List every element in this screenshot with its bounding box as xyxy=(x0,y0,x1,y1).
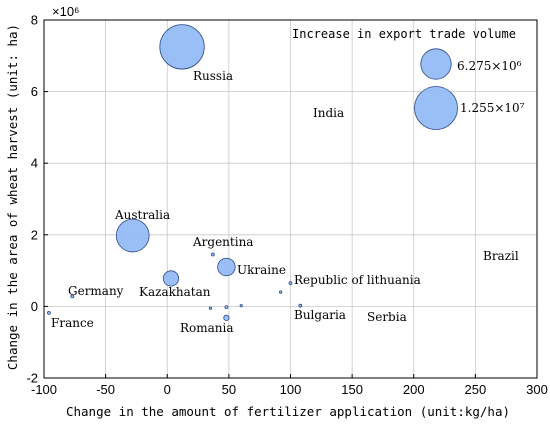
bubble-unlabeled xyxy=(239,304,243,308)
point-label-bulgaria: Bulgaria xyxy=(294,308,346,322)
y-tick-label: 0 xyxy=(31,299,38,314)
x-tick-label: 100 xyxy=(280,382,302,397)
axes: -100 -50 0 50 100 150 200 250 300 -2 0 2 4 6 8 xyxy=(26,13,547,398)
y-tick-label: 6 xyxy=(31,84,38,99)
point-label-ukraine: Ukraine xyxy=(237,263,286,277)
grid xyxy=(44,20,537,378)
legend-label-2: 1.255×10⁷ xyxy=(460,101,525,115)
legend-label-1: 6.275×10⁶ xyxy=(457,59,522,73)
legend-bubble-2 xyxy=(414,86,458,130)
bubble-russia xyxy=(159,24,205,70)
x-tick-label: 0 xyxy=(164,382,171,397)
legend-title: Increase in export trade volume xyxy=(292,27,516,41)
legend-bubble-1 xyxy=(420,48,452,80)
point-label-australia: Australia xyxy=(114,208,170,222)
x-tick-label: -100 xyxy=(31,382,57,397)
plot-frame xyxy=(43,19,538,379)
y-tick-label: 2 xyxy=(31,227,38,242)
y-tick-label: 8 xyxy=(31,13,38,28)
x-tick-label: 50 xyxy=(222,382,236,397)
bubble-germany xyxy=(70,294,75,299)
point-label-serbia: Serbia xyxy=(367,310,407,324)
x-tick-label: 250 xyxy=(465,382,487,397)
bubbles xyxy=(47,24,303,321)
bubble-unlabeled xyxy=(224,305,229,310)
x-tick-label: -50 xyxy=(96,382,115,397)
x-tick-label: 300 xyxy=(526,382,548,397)
y-tick-label: 4 xyxy=(31,156,38,171)
x-tick-label: 150 xyxy=(341,382,363,397)
bubble-australia xyxy=(115,218,150,253)
bubble-unlabeled xyxy=(208,306,212,310)
point-label-france: France xyxy=(51,316,94,330)
bubble-bulgaria xyxy=(298,303,303,308)
bubble-romania xyxy=(223,314,230,321)
bubble-france xyxy=(47,310,51,315)
bubble-republic-of-lithuania xyxy=(288,281,293,286)
bubble-unlabeled xyxy=(279,290,283,294)
legend: Increase in export trade volume 6.275×10… xyxy=(292,27,525,130)
point-label-germany: Germany xyxy=(68,284,124,298)
bubble-kazakhatan xyxy=(162,270,180,287)
point-label-kazakhatan: Kazakhatan xyxy=(139,285,211,299)
point-label-argentina: Argentina xyxy=(192,235,253,249)
point-label-brazil: Brazil xyxy=(483,249,519,263)
point-label-india: India xyxy=(313,106,344,120)
y-axis-title: Change in the area of wheat harvest (uni… xyxy=(5,24,20,370)
bubble-ukraine xyxy=(217,257,236,277)
y-axis-multiplier: ×10⁶ xyxy=(52,4,79,19)
point-label-russia: Russia xyxy=(193,69,233,83)
bubble-argentina xyxy=(210,252,215,257)
x-tick-label: 200 xyxy=(403,382,425,397)
y-tick-label: -2 xyxy=(26,371,38,386)
point-label-romania: Romania xyxy=(180,321,234,335)
x-axis-title: Change in the amount of fertilizer appli… xyxy=(66,404,510,419)
point-labels: Russia India Brazil Australia Argentina Ukrai… xyxy=(51,69,519,335)
point-label-republic-of-lithuania: Republic of lithuania xyxy=(294,273,421,287)
